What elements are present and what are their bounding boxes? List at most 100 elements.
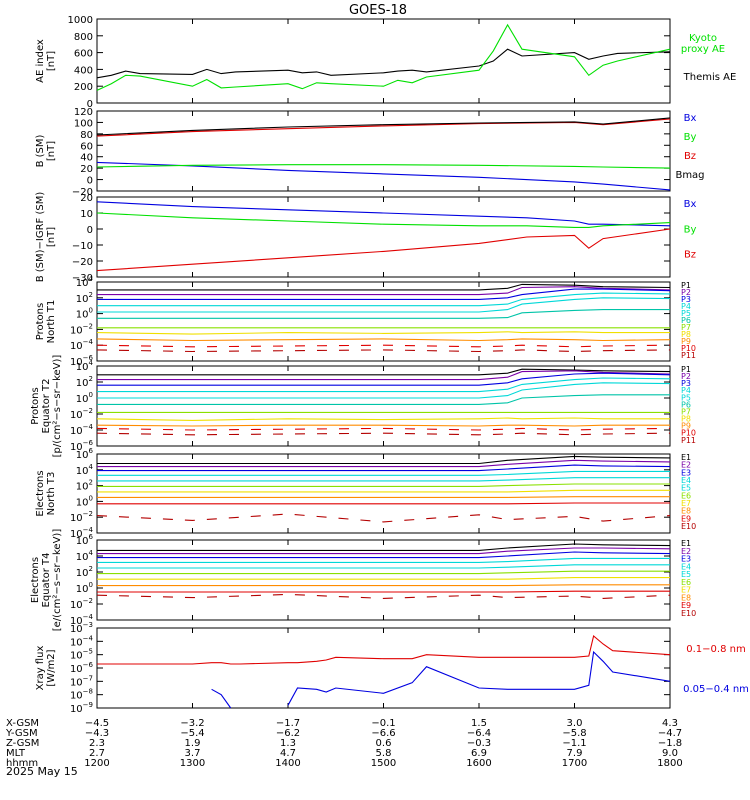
y-axis-label: Electrons [30,557,41,603]
series-line-p11 [96,432,671,436]
y-tick-label: 100 [76,494,93,508]
y-tick-base: 10 [70,616,83,627]
y-tick-label: 10−8 [70,688,93,702]
legend-entry: E7 [681,499,691,508]
legend-entry: E8 [681,507,691,516]
y-tick-label: 10−4 [70,423,94,437]
ephemeris-value: −6.2 [276,728,300,739]
y-tick-exponent: 4 [89,359,94,367]
ephemeris-row-mlt: MLT 2.7 3.7 4.7 5.8 6.9 7.9 9.0 [6,748,678,759]
legend-entry: P1 [681,365,691,374]
y-tick-exponent: −2 [83,597,93,605]
series-line-p9 [96,338,671,342]
y-tick-label: −20 [72,257,93,268]
series-line-e9 [97,590,670,593]
ephemeris-value: −3.2 [180,718,204,729]
y-tick-label: 40 [80,153,93,164]
panel-bigrf: −30 −20 −10 0 10 20 B (SM)−IGRF (SM) [nT] Bx By Bz [35,192,696,284]
ephemeris-value: 1500 [371,758,396,769]
x-axis-ephemeris: X-GSM −4.5 −3.2 −1.7 −0.1 1.5 3.0 4.3 Y-GSM −4.3 −… [5,718,683,769]
y-tick-label: 1000 [68,15,93,26]
legend-entry: P2 [681,372,691,381]
legend-entry: P1 [681,281,691,290]
y-axis-label: Xray flux [35,646,46,691]
legend-entry: P10 [681,429,696,438]
y-tick-label: 10−6 [70,439,94,453]
y-tick-base: 10 [70,677,83,688]
ephemeris-row-z-gsm: Z-GSM 2.3 1.9 1.3 0.6 −0.3 −1.1 −1.8 [6,738,682,749]
legend-entry: P6 [681,316,691,325]
series-line-p4 [97,292,671,307]
ephemeris-value: −4.3 [85,728,109,739]
y-tick-label: 10−3 [70,621,93,635]
series-line-p11 [96,349,671,353]
ephemeris-value: 0.6 [376,738,392,749]
series-line-p6 [97,309,670,319]
legend-entry: E2 [681,461,691,470]
legend-entry: E4 [681,476,691,485]
y-tick-exponent: −6 [83,661,94,669]
y-tick-exponent: −6 [83,439,94,447]
y-tick-label: 100 [76,307,93,321]
ephemeris-label: Y-GSM [5,728,38,739]
y-tick-base: 10 [76,294,89,305]
y-tick-exponent: 0 [89,307,93,315]
y-tick-exponent: 2 [89,479,93,487]
series-line-p1 [97,368,671,376]
series-line-e1 [97,455,671,465]
y-tick-base: 10 [70,341,83,352]
series-line-e2 [97,459,671,468]
y-tick-label: 800 [74,32,93,43]
y-tick-base: 10 [70,442,83,453]
y-tick-base: 10 [76,584,89,595]
legend-entry: E9 [681,514,691,523]
y-tick-label: 10−6 [70,354,94,368]
legend-entry: E10 [681,609,696,618]
series-line-0-05-0-4-nm [211,650,671,709]
y-axis-label: North T1 [46,300,57,344]
legend-entry: P5 [681,309,691,318]
ephemeris-value: 5.8 [376,748,392,759]
y-tick-exponent: 6 [89,533,94,541]
y-tick-base: 10 [76,466,89,477]
y-tick-label: 10−7 [70,674,93,688]
y-tick-label: 104 [76,359,94,373]
series-line-e7 [97,489,670,493]
ephemeris-value: 4.7 [280,748,296,759]
legend-entry: 0.05−0.4 nm [683,684,749,695]
series-line-e6 [97,483,670,487]
y-tick-base: 10 [70,426,83,437]
ephemeris-value: 4.3 [662,718,678,729]
y-tick-label: 10 [80,209,93,220]
y-tick-base: 10 [76,552,89,563]
y-tick-label: −20 [72,187,93,198]
y-tick-label: 104 [76,463,94,477]
legend-entry: P7 [681,407,691,416]
y-tick-label: 106 [76,533,94,547]
y-axis-label: [nT] [46,51,57,71]
series-line-p10 [96,344,671,348]
legend-entry: P8 [681,330,691,339]
y-tick-base: 10 [70,600,83,611]
series-line-by [96,164,671,169]
ephemeris-value: 1.5 [471,718,487,729]
legend-entry: E10 [681,522,696,531]
y-tick-label: 10−6 [70,661,94,675]
y-tick-exponent: −8 [83,688,93,696]
ephemeris-value: 9.0 [662,748,678,759]
series-line-e9 [97,502,670,505]
date-label: 2025 May 15 [6,765,78,778]
series-line-by [96,212,671,228]
y-tick-exponent: 6 [89,447,94,455]
y-tick-exponent: −4 [83,634,94,642]
series-line-p3 [97,372,671,386]
ephemeris-value: 1300 [180,758,205,769]
legend-bigrf: Bx By Bz [684,199,697,261]
ephemeris-label: hhmm [6,758,38,769]
ephemeris-row-y-gsm: Y-GSM −4.3 −5.4 −6.2 −6.6 −6.4 −5.8 −4.7 [5,728,682,739]
series-line-p8 [96,331,670,335]
